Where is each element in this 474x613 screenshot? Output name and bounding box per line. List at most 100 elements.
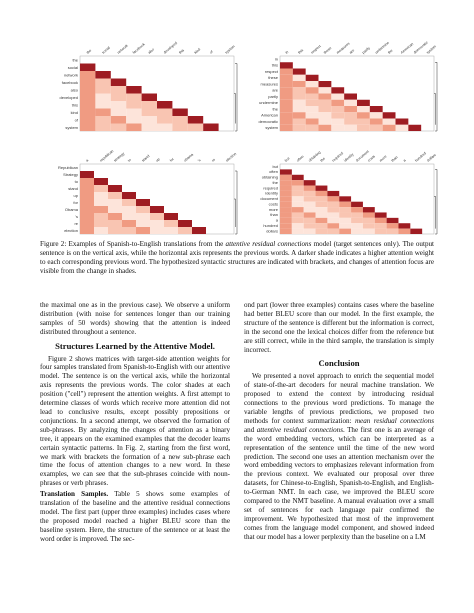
heatmap-cell — [150, 227, 164, 234]
heatmap-cell — [280, 228, 292, 234]
heatmap-cell — [110, 93, 127, 101]
heatmap-col-label: often — [296, 155, 305, 163]
heatmap-cell — [386, 223, 399, 229]
heatmap-row-label: social — [68, 65, 78, 70]
heatmap-row-label: the — [272, 180, 278, 185]
heatmap-cell — [303, 185, 316, 191]
heatmap-cell — [374, 223, 387, 229]
heatmap-cell — [280, 207, 292, 213]
heatmap-row-label: but — [272, 164, 278, 169]
heatmap-row-label: more — [269, 207, 279, 212]
conclusion-em-2: attentive residual connections — [256, 425, 343, 434]
heatmap-cell — [80, 71, 96, 79]
heatmap-cell — [187, 116, 204, 124]
heatmap-cell — [351, 217, 363, 224]
heatmap-cell — [351, 207, 363, 213]
heatmap-cell — [292, 93, 306, 100]
heatmap-col-label: network — [117, 43, 129, 54]
heatmap-cell — [357, 99, 370, 106]
left-paragraph-1: Figure 2 shows matrices with target-side… — [40, 354, 230, 488]
heatmap-cell — [344, 112, 357, 119]
heatmap-cell — [369, 112, 383, 119]
heatmap-cell — [95, 101, 111, 109]
heatmap-cell — [192, 227, 206, 234]
heatmap-cell — [80, 227, 94, 234]
heatmap-cell — [80, 171, 94, 178]
heatmap-row-label: Strategy — [63, 172, 78, 177]
heatmap-cell — [291, 190, 304, 197]
heatmap-cell — [351, 228, 363, 234]
heatmap-cell — [110, 86, 127, 94]
heatmap-cell — [80, 78, 96, 86]
heatmap-cell — [386, 228, 399, 234]
heatmap-col-label: respect — [310, 44, 322, 55]
heatmap-row-label: 's — [75, 214, 78, 219]
heatmap-cell — [280, 62, 293, 69]
heatmap-cell — [339, 196, 352, 202]
heatmap-row-label: stand — [68, 186, 78, 191]
heatmap-cell — [280, 87, 293, 94]
heatmap-cell — [122, 206, 136, 213]
attention-figure: the social network facebook also developed thi… — [40, 30, 440, 270]
heatmap-bottom-right: but often obtaining the required identity docu… — [250, 138, 440, 238]
heatmap-cell — [339, 217, 352, 224]
heatmap-cell — [327, 207, 340, 213]
heatmap-cell — [305, 87, 319, 94]
heatmap-cell — [280, 185, 292, 191]
heatmap-cell — [369, 106, 383, 113]
heatmap-cell — [374, 228, 387, 234]
heatmap-cell — [94, 227, 108, 234]
heatmap-cell — [94, 220, 108, 227]
heatmap-cell — [126, 116, 142, 124]
heatmap-cell — [80, 108, 96, 116]
heatmap-cell — [331, 112, 345, 119]
heatmap-cell — [280, 68, 293, 75]
heatmap-row-label: undermine — [259, 100, 279, 105]
heatmap-col-label: re — [211, 158, 216, 163]
heatmap-cell — [95, 116, 111, 124]
heatmap-cell — [357, 106, 370, 113]
heatmap-cell — [122, 199, 136, 206]
heatmap-col-label: of — [209, 50, 214, 55]
heatmap-row-label: are — [272, 88, 279, 93]
heatmap-cell — [291, 185, 304, 191]
heatmap-cell — [327, 217, 340, 224]
heatmap-cell — [331, 106, 345, 113]
heatmap-cell — [108, 220, 122, 227]
syntax-bracket — [234, 93, 236, 124]
heatmap-cell — [305, 81, 319, 88]
heatmap-col-label: also — [147, 47, 155, 54]
heatmap-cell — [303, 190, 316, 197]
heatmap-cell — [280, 99, 293, 106]
section-title-conclusion: Conclusion — [318, 358, 360, 369]
heatmap-cell — [318, 93, 332, 100]
heatmap-cell — [331, 118, 345, 125]
heatmap-cell — [110, 78, 127, 86]
heatmap-row-label: these — [268, 75, 279, 80]
heatmap-cell — [141, 101, 157, 109]
heatmap-cell — [382, 112, 396, 119]
heatmap-row-label: system — [265, 125, 278, 130]
heatmap-cell — [291, 207, 304, 213]
heatmap-col-label: system — [426, 44, 437, 54]
heatmap-cell — [80, 178, 94, 185]
heatmap-cell — [95, 123, 111, 131]
heatmap-col-label: costs — [367, 154, 376, 163]
heatmap-col-label: these — [323, 46, 332, 55]
heatmap-col-label: American — [400, 42, 414, 55]
heatmap-cell — [110, 101, 127, 109]
section-title-structures: Structures Learned by the Attentive Mode… — [55, 340, 215, 351]
heatmap-cell — [178, 227, 192, 234]
heatmap-cell — [291, 196, 304, 202]
heatmap-cell — [164, 227, 178, 234]
heatmap-cell — [122, 220, 136, 227]
figure-caption: Figure 2: Examples of Spanish-to-English… — [40, 240, 434, 276]
heatmap-cell — [303, 201, 316, 208]
heatmap-cell — [164, 213, 178, 220]
heatmap-cell — [331, 99, 345, 106]
heatmap-row-label: obtaining — [262, 175, 278, 180]
heatmap-cell — [303, 180, 316, 186]
heatmap-cell — [80, 185, 94, 192]
heatmap-cell — [351, 201, 363, 208]
